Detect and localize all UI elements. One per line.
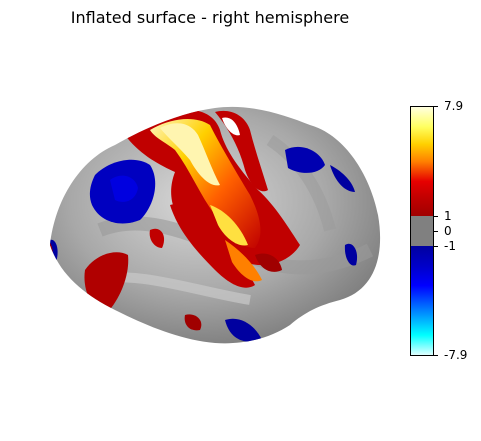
negative-cluster [285, 146, 325, 173]
colorbar-tick-neg-threshold [434, 246, 438, 247]
colorbar-label-neg-threshold: -1 [444, 239, 456, 253]
negative-cluster [344, 243, 358, 266]
colorbar-label-max: 7.9 [444, 99, 464, 113]
figure-title: Inflated surface - right hemisphere [70, 8, 350, 27]
colorbar-label-zero: 0 [444, 224, 452, 238]
negative-cluster [330, 165, 355, 192]
colorbar-label-min: -7.9 [444, 348, 468, 362]
positive-cluster [170, 203, 255, 288]
colorbar-tick-zero [434, 231, 438, 232]
negative-cluster [225, 318, 262, 342]
colorbar-tick-pos-threshold [434, 216, 438, 217]
colorbar-tick-min [434, 355, 438, 356]
positive-cluster [215, 110, 268, 192]
colorbar-label-pos-threshold: 1 [444, 209, 452, 223]
colorbar-tick-max [434, 106, 438, 107]
colorbar [410, 106, 434, 356]
